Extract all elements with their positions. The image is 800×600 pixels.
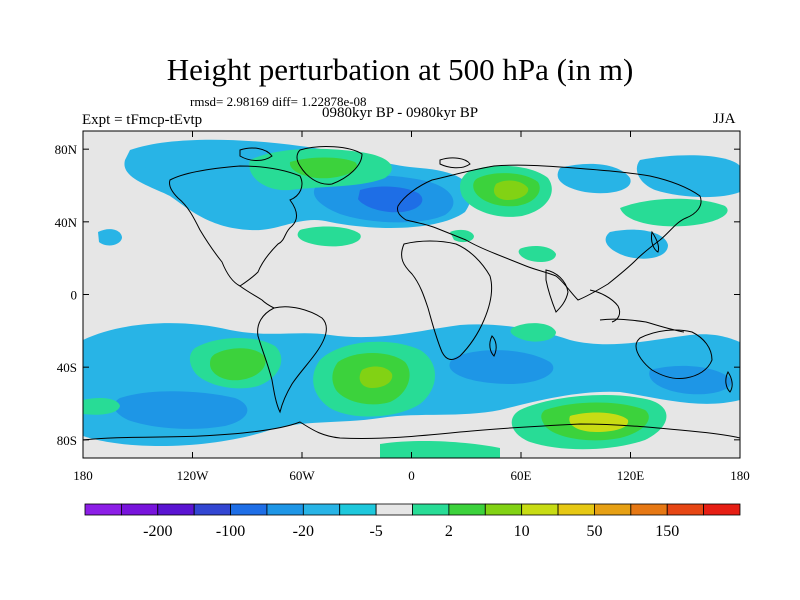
colorbar-swatch [193, 503, 231, 516]
colorbar-swatch [594, 503, 632, 516]
contour-pos-east-med [450, 229, 474, 243]
coast-antarctica [83, 421, 740, 441]
colorbar-swatch [157, 503, 195, 516]
colorbar-swatch [302, 503, 341, 516]
coast-south-america [257, 306, 327, 414]
colorbar-swatch [484, 503, 523, 516]
lon-tick-label: 120W [177, 468, 210, 483]
contour-pos-south-indian-core [569, 412, 629, 432]
colorbar-swatch [666, 503, 705, 516]
colorbar-swatch [230, 503, 268, 516]
coast-australia [635, 329, 713, 379]
coast-japan [651, 230, 659, 253]
lon-tick-label: 180 [730, 468, 750, 483]
lon-tick-label: 0 [408, 468, 415, 483]
lat-tick-label: 80N [55, 142, 78, 157]
lon-tick-label: 60E [511, 468, 532, 483]
colorbar-label: 50 [586, 523, 602, 540]
lon-tick-label: 120E [617, 468, 645, 483]
experiment-label: Expt = tFmcp-tEvtp [82, 112, 203, 128]
coast-india [545, 269, 569, 313]
colorbar-label: 150 [655, 523, 679, 540]
colorbar-swatch [448, 503, 486, 516]
contour-pos-antarctic-band [380, 441, 500, 458]
coastlines [83, 146, 740, 441]
lat-tick-label: 40S [57, 360, 77, 375]
lat-tick-label: 40N [55, 215, 78, 230]
contour-neg-south-deep-3 [649, 365, 732, 395]
colorbar-swatch [266, 503, 304, 516]
colorbar-swatch [339, 503, 377, 516]
map-plot-area [82, 130, 741, 459]
coast-eurasia [397, 164, 702, 301]
colorbar-label: -100 [216, 523, 245, 540]
contour-pos-central-asia-core [493, 180, 529, 200]
contour-pos-far-south [83, 398, 120, 415]
coast-new-zealand [725, 371, 733, 393]
contour-neg-south-deep-2 [449, 350, 554, 384]
contour-pos-middle-east [518, 246, 556, 262]
coast-arctic-islands [239, 147, 471, 169]
contour-pos-greenland-core [289, 157, 358, 179]
contour-pos-north-america [297, 226, 361, 247]
colorbar-swatch [84, 503, 122, 516]
plot-title: Height perturbation at 500 hPa (in m) [166, 52, 634, 87]
rmsd-diff-label: rmsd= 2.98169 diff= 1.22878e-08 [190, 94, 367, 109]
lat-tick-label: 0 [71, 288, 78, 303]
coast-central-america [239, 285, 275, 309]
colorbar-swatch [703, 503, 741, 516]
contour-neg-east-asia [605, 229, 668, 259]
lon-tick-label: 180 [73, 468, 93, 483]
latitude-axis: 80N 40N 0 40S 80S [55, 142, 740, 448]
colorbar-label: 2 [445, 523, 453, 540]
colorbar-swatch [521, 503, 559, 516]
colorbar-swatch [412, 503, 450, 516]
contour-pos-indian-ocean [510, 323, 556, 342]
colorbar-swatch [120, 503, 159, 516]
coast-madagascar [489, 335, 497, 357]
season-label: JJA [713, 111, 736, 127]
colorbar: -200 -100 -20 -5 2 10 50 150 [84, 503, 741, 540]
contour-neg-europe-core [358, 186, 423, 213]
longitude-axis: 180 120W 60W 0 60E 120E 180 [73, 131, 750, 483]
colorbar-label: 10 [514, 523, 530, 540]
contour-fields [83, 139, 740, 458]
contour-pos-south-pacific-core [210, 348, 266, 381]
colorbar-label: -5 [369, 523, 382, 540]
colorbar-swatch [375, 503, 413, 516]
contour-neg-south-deep-1 [113, 391, 248, 429]
colorbar-swatch [557, 503, 595, 516]
contour-pos-south-atlantic-core [359, 366, 393, 388]
colorbar-swatch [630, 503, 668, 516]
coast-africa [401, 240, 493, 360]
contour-neg-pacific-nw [136, 145, 216, 176]
contour-neg-npacific [636, 155, 740, 198]
period-label: 0980kyr BP - 0980kyr BP [322, 105, 479, 121]
lat-tick-label: 80S [57, 433, 77, 448]
colorbar-label: -20 [293, 523, 314, 540]
coast-north-america [169, 165, 303, 287]
coast-greenland [296, 146, 363, 185]
colorbar-label: -200 [143, 523, 172, 540]
contour-neg-west-small [98, 229, 122, 246]
lon-tick-label: 60W [289, 468, 315, 483]
